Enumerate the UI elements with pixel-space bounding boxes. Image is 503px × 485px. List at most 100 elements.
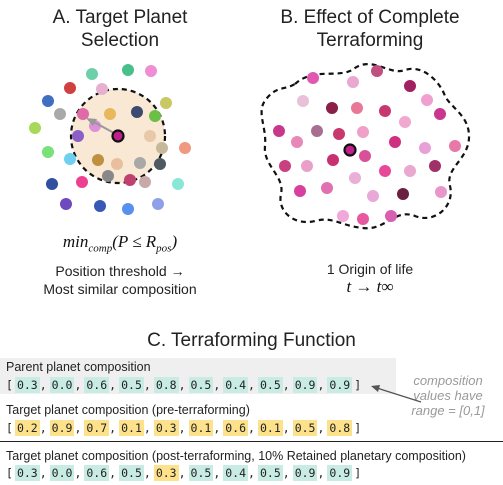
planet <box>399 116 411 128</box>
planet <box>311 125 323 137</box>
planet <box>156 142 168 154</box>
planet <box>389 136 401 148</box>
composition-value: 0.2 <box>14 420 40 436</box>
panel-b-caption: 1 Origin of life t → t∞ <box>245 260 495 296</box>
planet <box>29 122 41 134</box>
vector-separator: , <box>317 378 325 392</box>
terraformed-outline <box>260 63 471 230</box>
vector-separator: , <box>74 466 82 480</box>
range-note: composition values have range = [0,1] <box>398 373 498 418</box>
formula-open: (P ≤ R <box>112 232 157 251</box>
composition-value: 0.0 <box>49 465 75 481</box>
planet <box>122 64 134 76</box>
planet <box>154 158 166 170</box>
vector-open-bracket: [ <box>6 466 13 480</box>
target-post-composition-label: Target planet composition (post-terrafor… <box>6 449 466 463</box>
planet <box>337 210 349 222</box>
range-note-line1: composition <box>413 373 483 388</box>
planet <box>434 108 446 120</box>
vector-close-bracket: ] <box>354 466 362 480</box>
vector-close-bracket: ] <box>354 378 362 392</box>
planet <box>124 174 136 186</box>
planet <box>102 170 114 182</box>
panel-b-planets <box>273 65 461 225</box>
divider-line <box>0 441 503 442</box>
composition-value: 0.8 <box>153 377 179 393</box>
composition-value: 0.8 <box>327 420 353 436</box>
range-note-line3: range = [0,1] <box>411 403 485 418</box>
composition-value: 0.4 <box>223 465 249 481</box>
composition-value: 0.5 <box>188 377 214 393</box>
vector-separator: , <box>74 421 82 435</box>
panel-a-title-line1: A. Target Planet <box>52 7 188 28</box>
planet <box>435 186 447 198</box>
planet <box>179 142 191 154</box>
vector-separator: , <box>178 421 186 435</box>
panel-b-terraformed-region <box>260 63 471 230</box>
composition-value: 0.3 <box>14 465 40 481</box>
planet <box>291 136 303 148</box>
vector-separator: , <box>213 378 221 392</box>
vector-separator: , <box>109 421 117 435</box>
parent-composition-label: Parent planet composition <box>6 360 151 374</box>
vector-separator: , <box>178 466 186 480</box>
planet <box>42 95 54 107</box>
planet <box>421 94 433 106</box>
planet <box>60 198 72 210</box>
vector-separator: , <box>282 466 290 480</box>
planet <box>111 158 123 170</box>
composition-value: 0.5 <box>188 465 214 481</box>
composition-value: 0.0 <box>49 377 75 393</box>
planet <box>46 178 58 190</box>
planet <box>64 153 76 165</box>
composition-value: 0.3 <box>14 377 40 393</box>
range-note-arrow <box>371 385 422 403</box>
formula-min: min <box>62 232 89 251</box>
composition-value: 0.1 <box>119 420 144 436</box>
vector-separator: , <box>143 466 151 480</box>
vector-separator: , <box>317 421 325 435</box>
planet <box>96 83 108 95</box>
target-pre-composition-vector: [0.2, 0.9, 0.7, 0.1, 0.3, 0.1, 0.6, 0.1, 0.5, 0.8… <box>6 420 361 436</box>
vector-separator: , <box>248 421 255 435</box>
planet <box>449 140 461 152</box>
vector-separator: , <box>178 378 186 392</box>
planet <box>77 108 89 120</box>
planet <box>294 185 306 197</box>
panel-a-caption: Position threshold → Most similar compos… <box>0 262 240 298</box>
vector-separator: , <box>213 466 221 480</box>
planet <box>131 106 143 118</box>
vector-open-bracket: [ <box>6 378 13 392</box>
panel-a-title-line2: Selection <box>80 30 160 51</box>
composition-value: 0.1 <box>188 420 214 436</box>
planet <box>359 150 371 162</box>
planet <box>104 108 116 120</box>
origin-planet <box>343 143 357 157</box>
planet <box>327 154 339 166</box>
planet <box>139 176 151 188</box>
planet <box>122 203 134 215</box>
planet <box>144 130 156 142</box>
planet <box>86 68 98 80</box>
planet <box>326 102 338 114</box>
composition-value: 0.6 <box>84 377 110 393</box>
planet <box>92 154 104 166</box>
vector-separator: , <box>109 466 117 480</box>
planet <box>321 182 333 194</box>
formula-sub-comp: comp <box>88 242 113 255</box>
composition-value: 0.3 <box>153 465 179 481</box>
vector-separator: , <box>39 421 47 435</box>
planet <box>349 172 361 184</box>
composition-value: 0.5 <box>119 377 144 393</box>
planet <box>152 198 164 210</box>
panel-a-title: A. Target Planet Selection <box>0 6 240 52</box>
vector-separator: , <box>282 421 290 435</box>
planet <box>371 65 383 77</box>
planet <box>404 80 416 92</box>
planet <box>379 165 391 177</box>
panel-b-title-line2: Terraforming <box>316 30 424 51</box>
planet <box>357 126 369 138</box>
panel-a-caption-line2: Most similar composition <box>43 281 197 297</box>
vector-separator: , <box>109 378 117 392</box>
vector-separator: , <box>74 378 82 392</box>
